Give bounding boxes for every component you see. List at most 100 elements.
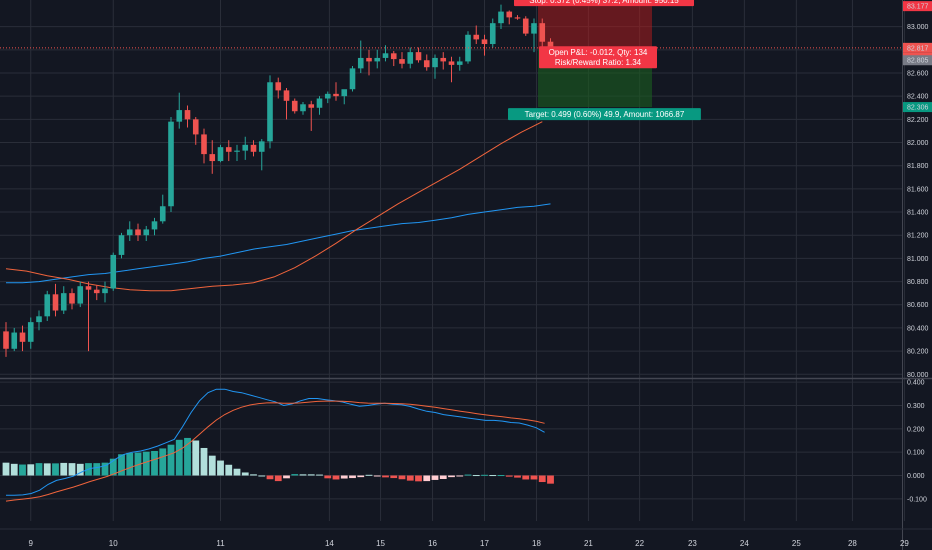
candle[interactable] [60,286,67,315]
candle[interactable] [159,194,166,224]
candle[interactable] [366,49,372,76]
candle[interactable] [440,52,447,70]
candle[interactable] [308,100,315,131]
candle[interactable] [201,128,207,164]
candle[interactable] [498,4,504,29]
candle[interactable] [324,91,331,104]
candle[interactable] [481,34,488,56]
candle[interactable] [102,281,108,303]
candle[interactable] [110,252,117,291]
candle[interactable] [432,54,438,79]
candle[interactable] [506,10,513,25]
candle[interactable] [267,75,273,149]
price-tick-label: 80.000 [907,372,929,379]
candle[interactable] [209,140,216,174]
price-tick-label: 82.400 [907,94,929,101]
macd-panel[interactable] [2,388,554,502]
candle[interactable] [143,225,150,242]
entry-price-badge-bg [903,55,932,66]
time-axis[interactable]: 910111415161718212223242528293031 [29,539,932,548]
candle[interactable] [126,221,133,242]
target-price-badge[interactable]: 82.306 [903,102,932,113]
candle[interactable] [3,322,9,357]
candle-body [77,286,84,304]
candle[interactable] [291,98,298,114]
candle-body [225,147,232,152]
candle[interactable] [250,140,257,157]
target-label[interactable]: Target: 0.499 (0.60%) 49.9, Amount: 1066… [508,108,701,121]
candle[interactable] [333,82,339,101]
candle[interactable] [489,18,496,48]
candle[interactable] [242,136,249,160]
candle[interactable] [407,47,414,69]
candle[interactable] [151,217,158,236]
candle[interactable] [531,18,537,53]
candle-body [440,57,447,62]
macd-histogram-bar [497,475,505,477]
candle[interactable] [473,25,480,45]
candle[interactable] [85,281,92,352]
candle[interactable] [176,92,183,129]
candle[interactable] [93,285,100,301]
macd-histogram-bar [464,474,472,476]
candle[interactable] [27,317,34,349]
candle[interactable] [135,223,141,242]
last-price-badge[interactable]: 82.817 [903,42,932,53]
entry-price-badge[interactable]: 82.805 [903,55,932,66]
candle-body [209,154,216,162]
candle-body [324,93,331,99]
macd-line [6,388,545,496]
candle[interactable] [225,140,232,162]
candle[interactable] [349,66,356,92]
candle-body [69,293,75,304]
candle-body [85,286,92,290]
candle[interactable] [52,283,59,317]
candle[interactable] [168,117,174,213]
candle[interactable] [415,47,422,63]
candle[interactable] [36,310,42,331]
stop-label[interactable]: Stop: 0.372 (0.45%) 37.2, Amount: 950.15 [514,0,694,7]
candle-body [159,206,166,222]
candle[interactable] [382,45,389,62]
candle[interactable] [423,54,430,71]
candle[interactable] [316,96,323,115]
candle[interactable] [390,50,397,67]
candle[interactable] [374,49,381,69]
candle-body [52,294,59,311]
stop-price-badge-bg [903,1,932,12]
candle[interactable] [399,52,405,69]
candle[interactable] [11,327,18,352]
candle[interactable] [275,77,282,99]
price-axis[interactable]: 80.000 80.200 80.400 80.600 80.800 81.000 81.2… [903,1,932,503]
stop-price-badge[interactable]: 83.177 [903,1,932,12]
candle[interactable] [357,40,364,73]
stop-zone[interactable] [538,6,652,50]
candle[interactable] [456,56,463,71]
candle-body [300,104,306,112]
candle[interactable] [539,18,546,48]
candle[interactable] [44,290,51,321]
candle[interactable] [448,56,455,83]
candle[interactable] [522,16,529,36]
candle[interactable] [184,105,191,128]
candle[interactable] [234,144,240,162]
candle[interactable] [19,325,26,352]
candle[interactable] [192,117,199,145]
candle[interactable] [118,232,125,259]
candle[interactable] [258,139,265,171]
candle[interactable] [300,101,306,115]
last-price-badge-bg [903,42,932,53]
candle-body [382,53,389,58]
candle[interactable] [514,15,521,20]
candle[interactable] [283,88,290,120]
candle[interactable] [69,288,75,310]
candle[interactable] [77,281,84,308]
price-tick-label: 80.800 [907,279,929,286]
candle[interactable] [217,144,224,163]
macd-histogram-bar [283,475,290,479]
macd-histogram-bar [109,458,117,476]
position-tool[interactable]: Stop: 0.372 (0.45%) 37.2, Amount: 950.15… [0,0,902,121]
candle[interactable] [341,89,348,105]
